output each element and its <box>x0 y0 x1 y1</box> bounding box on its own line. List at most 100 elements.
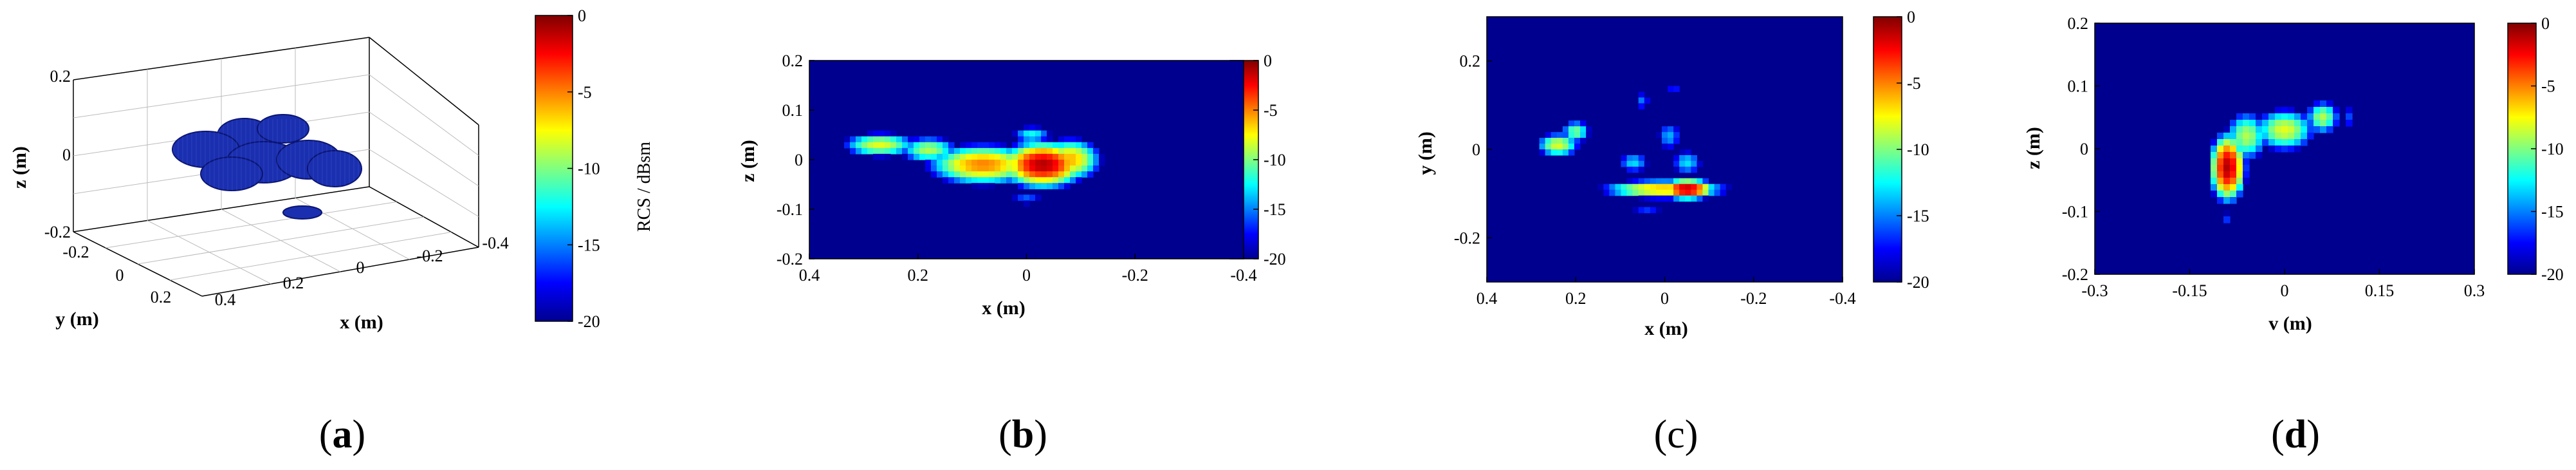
c-heatmap-cell <box>1661 189 1668 196</box>
b-heatmap-cell <box>1035 183 1042 189</box>
b-heatmap-cell <box>1029 177 1036 183</box>
d-heatmap-cell <box>2236 171 2243 178</box>
c-heatmap-cell <box>1673 195 1680 202</box>
c-heatmap-cell <box>1679 160 1686 167</box>
b-heatmap-cell <box>937 153 943 160</box>
c-heatmap-cell <box>1626 160 1633 167</box>
c-heatmap-cell <box>1661 195 1668 202</box>
c-heatmap-cell <box>1626 178 1633 185</box>
b-heatmap-cell <box>1064 171 1071 178</box>
d-heatmap-cell <box>2268 146 2276 153</box>
c-heatmap-cell <box>1685 155 1691 162</box>
d-heatmap-cell <box>2262 120 2269 127</box>
b-heatmap-cell <box>914 142 920 149</box>
b-heatmap-cell <box>948 171 955 178</box>
d-colorbar-tick-label: -15 <box>2541 203 2564 221</box>
c-heatmap-cell <box>1626 183 1633 191</box>
b-heatmap-cell <box>948 160 955 166</box>
b-heatmap-cell <box>989 183 995 189</box>
b-heatmap-cell <box>914 136 920 143</box>
c-heatmap-cell <box>1702 183 1709 191</box>
a-z-tick-label: 0 <box>62 146 71 164</box>
d-heatmap-cell <box>2333 113 2340 120</box>
d-heatmap-cell <box>2217 133 2224 140</box>
d-heatmap-cell <box>2230 126 2237 133</box>
b-heatmap-cell <box>937 160 943 166</box>
c-heatmap-cell <box>1691 189 1697 196</box>
d-heatmap-cell <box>2281 139 2288 146</box>
b-colorbar-tick-label: -5 <box>1264 101 1278 120</box>
c-heatmap-cell <box>1673 166 1680 173</box>
b-heatmap-cell <box>919 147 926 155</box>
c-heatmap-cell <box>1655 207 1662 214</box>
b-heatmap-cell <box>1076 171 1082 178</box>
b-heatmap-cell <box>1064 177 1071 183</box>
b-heatmap-cell <box>879 147 885 155</box>
c-heatmap-cell <box>1673 189 1680 196</box>
a-isosurface-patch <box>282 205 322 220</box>
b-heatmap-cell <box>1018 194 1024 202</box>
d-heatmap-cell <box>2236 158 2243 165</box>
b-heatmap-cell <box>1029 153 1036 160</box>
c-heatmap-cell <box>1568 132 1575 138</box>
b-heatmap-cell <box>867 142 874 149</box>
b-heatmap-cell <box>1006 165 1013 172</box>
b-heatmap-cell <box>1024 160 1030 166</box>
c-heatmap-cell <box>1562 126 1569 133</box>
axes-frames: 0.4 0.2 0 -0.2 -0.40.20.10-0.1-0.20.4 0.2 0 -0.… <box>777 14 2485 308</box>
d-heatmap-cell <box>2236 165 2243 172</box>
b-heatmap-cell <box>919 153 926 160</box>
d-heatmap-cell <box>2211 158 2218 165</box>
d-y-tick-label: 0.2 <box>2068 14 2089 33</box>
d-heatmap-cell <box>2217 184 2224 191</box>
c-heatmap-cell <box>1679 183 1686 191</box>
b-y-tick-label: 0.1 <box>782 101 804 120</box>
a-grid-line <box>169 232 452 281</box>
a-x-axis-label: x (m) <box>340 312 383 333</box>
b-heatmap-cell <box>1018 136 1024 143</box>
a-isosurface-patch <box>307 150 362 187</box>
b-heatmap-cell <box>902 153 908 160</box>
b-heatmap-cell <box>1070 142 1076 149</box>
c-heatmap-cell <box>1661 138 1668 144</box>
c-heatmap-cell <box>1556 132 1563 138</box>
b-heatmap-cell <box>844 136 851 143</box>
b-heatmap-cell <box>873 147 879 155</box>
d-heatmap-cell <box>2268 139 2276 146</box>
b-heatmap-cell <box>925 136 932 143</box>
b-heatmap-cell <box>885 142 891 149</box>
c-heatmap-cell <box>1691 178 1697 185</box>
d-heatmap-cell <box>2217 191 2224 198</box>
c-heatmap-cell <box>1685 160 1691 167</box>
c-heatmap-cell <box>1632 189 1639 196</box>
d-x-tick-label: -0.3 <box>2081 281 2108 300</box>
d-colorbar: 0 -5 -10 -15 -20 <box>2507 14 2564 284</box>
a-x-tick-label: 0.4 <box>215 290 236 309</box>
b-heatmap-cell <box>1087 171 1094 178</box>
b-heatmap-cell <box>1081 147 1088 155</box>
c-heatmap-cell <box>1702 189 1709 196</box>
b-heatmap-cell <box>1012 177 1018 183</box>
panel-letter-c: c <box>1667 413 1685 456</box>
b-heatmap-cell <box>971 165 978 172</box>
d-heatmap-cell <box>2301 133 2308 140</box>
c-heatmap-cell <box>1609 183 1616 191</box>
b-heatmap-cell <box>995 160 1001 166</box>
a-grid-line <box>221 209 341 272</box>
panel-letter-a: a <box>333 413 353 456</box>
b-heatmap-cell <box>931 153 937 160</box>
b-heatmap-cell <box>1024 130 1030 137</box>
d-heatmap-cell <box>2230 171 2237 178</box>
b-heatmap-cell <box>977 171 984 178</box>
b-heatmap-cell <box>1070 160 1076 166</box>
c-colorbar-tick-label: -10 <box>1907 140 1929 159</box>
b-heatmap-cell <box>960 160 966 166</box>
b-heatmap-cell <box>931 136 937 143</box>
a-isosurface-patch <box>200 156 263 191</box>
b-heatmap-cell <box>919 136 926 143</box>
b-heatmap-cell <box>1012 142 1018 149</box>
d-heatmap-cell <box>2211 178 2218 185</box>
c-heatmap-cell <box>1668 178 1674 185</box>
b-heatmap-cell <box>1029 136 1036 143</box>
d-heatmap-cell <box>2314 126 2321 133</box>
